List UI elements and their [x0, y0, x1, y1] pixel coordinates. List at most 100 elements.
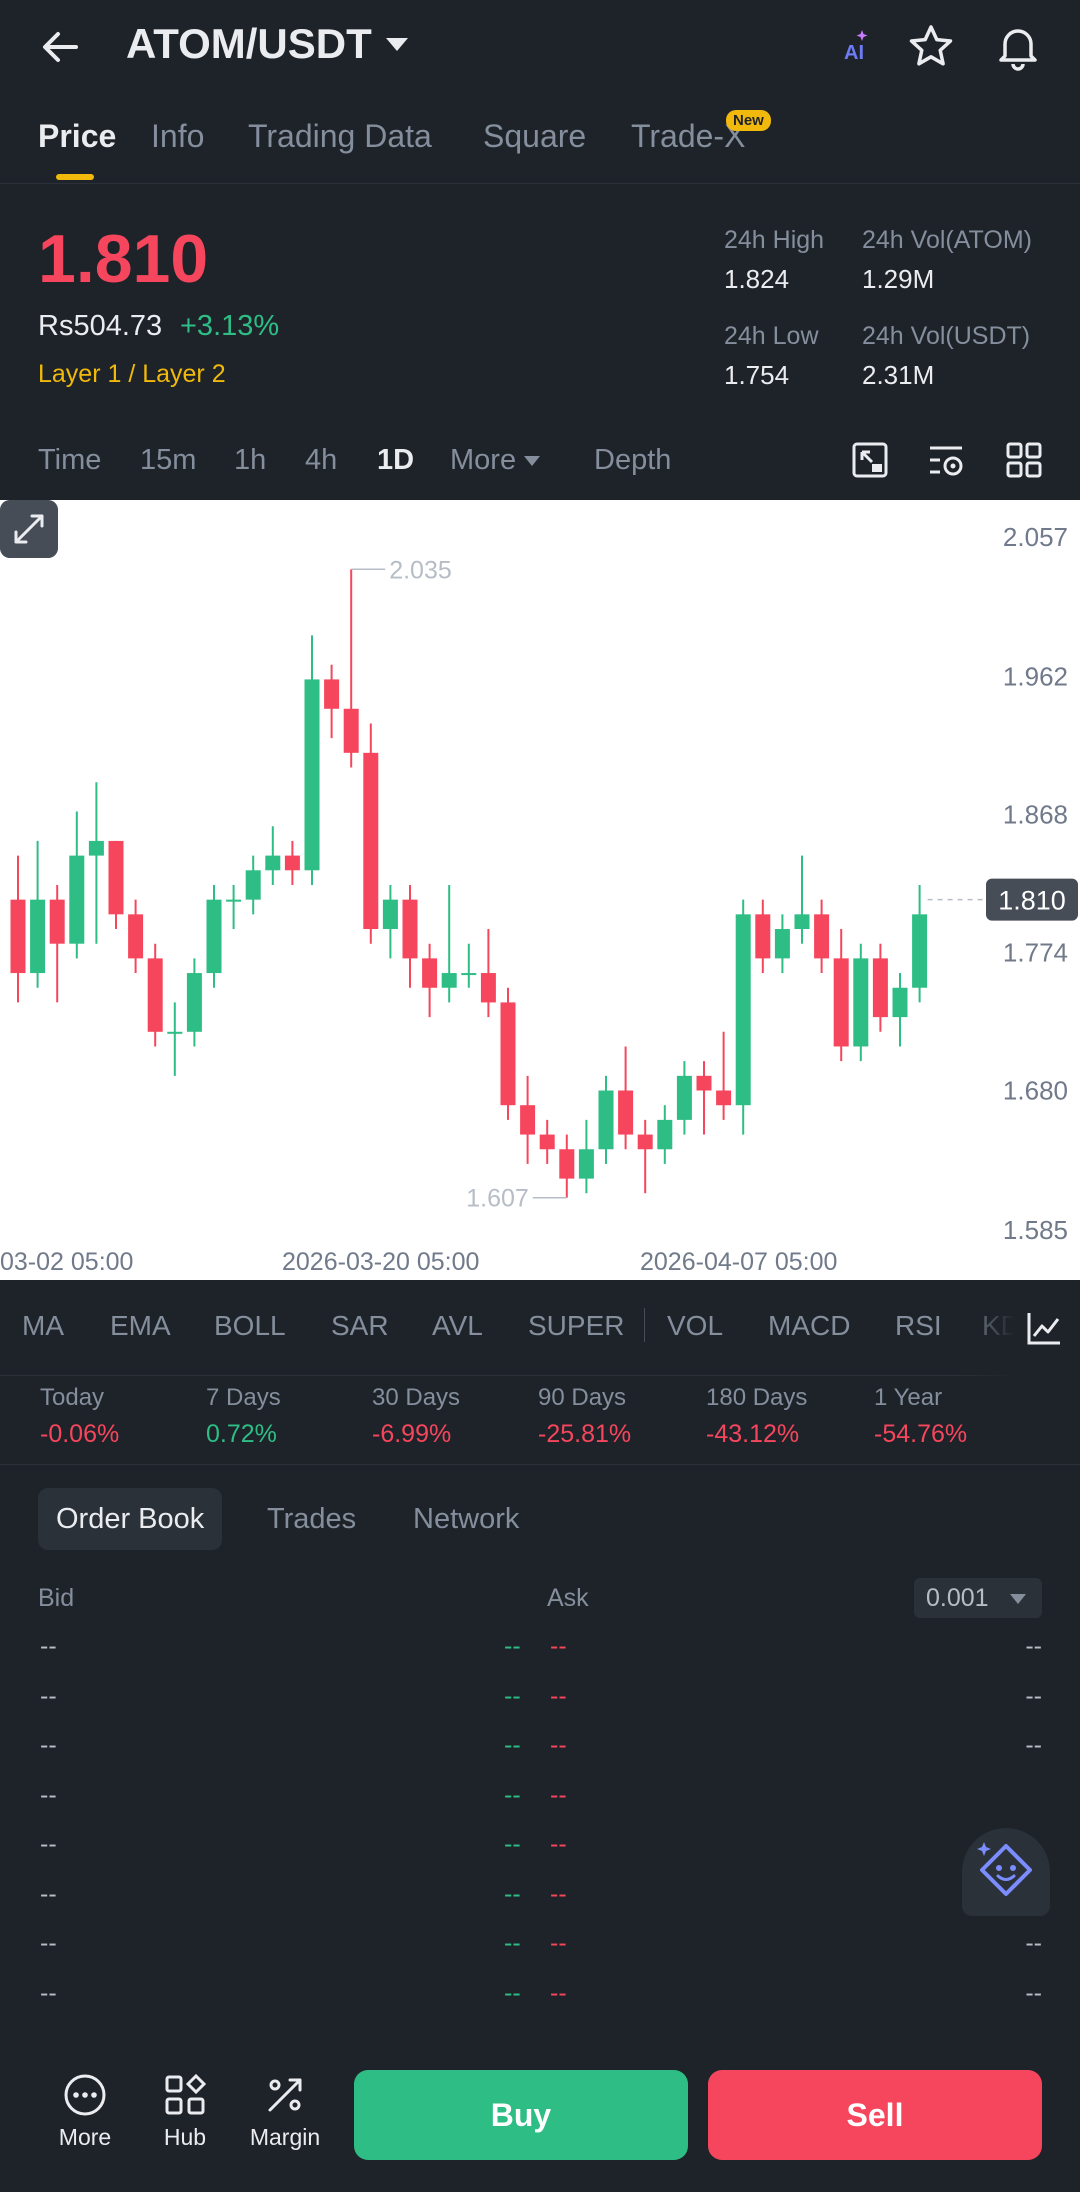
candle [49, 884, 65, 1003]
candle [167, 1002, 183, 1076]
indicator-sar[interactable]: SAR [331, 1310, 389, 1341]
ask-qty: -- [1025, 1681, 1042, 1710]
indicator-rsi[interactable]: RSI [895, 1310, 942, 1341]
interval-depth[interactable]: Depth [594, 444, 672, 476]
indicator-chart-icon[interactable] [1024, 1308, 1064, 1348]
ask-qty: -- [1025, 1632, 1042, 1660]
perf-value: -0.06% [40, 1420, 120, 1448]
nav-hub[interactable]: Hub [140, 2072, 230, 2151]
nav-margin-label: Margin [249, 2124, 321, 2150]
candle [69, 811, 85, 959]
bell-icon[interactable] [992, 20, 1044, 72]
nav-margin[interactable]: Margin [240, 2072, 330, 2151]
nav-more[interactable]: More [40, 2072, 130, 2151]
ask-price: -- [550, 1632, 567, 1660]
indicator-vol[interactable]: VOL [667, 1310, 724, 1341]
interval-more-label: More [450, 444, 517, 476]
tab-order-book[interactable]: Order Book [38, 1488, 223, 1550]
candle [363, 723, 379, 944]
tab-price[interactable]: Price [38, 118, 117, 154]
interval-more[interactable]: More [450, 444, 541, 477]
interval-1h[interactable]: 1h [234, 444, 267, 476]
interval-15m[interactable]: 15m [140, 444, 197, 476]
indicator-ma[interactable]: MA [22, 1310, 64, 1341]
stat-24h-low-value: 1.754 [724, 360, 790, 390]
order-book-row[interactable]: -- -- -- [0, 1773, 1080, 1822]
fullscreen-expand-icon[interactable] [0, 500, 58, 558]
ai-assistant-icon[interactable]: AI [838, 26, 878, 66]
precision-select[interactable]: 0.001 [914, 1578, 1042, 1618]
indicator-macd[interactable]: MACD [768, 1310, 851, 1341]
bid-price: -- [40, 1929, 57, 1957]
fiat-price: Rs504.73 [38, 310, 163, 342]
tab-network[interactable]: Network [413, 1503, 520, 1535]
interval-1d[interactable]: 1D [377, 444, 415, 476]
ask-qty: -- [1025, 1731, 1042, 1759]
chevron-down-icon [385, 37, 408, 51]
tab-trades[interactable]: Trades [267, 1503, 357, 1535]
candle [696, 1061, 712, 1135]
order-book-tabs: Order Book Trades Network [0, 1488, 1080, 1552]
sell-button[interactable]: Sell [708, 2070, 1042, 2160]
margin-percent-icon [268, 2078, 302, 2112]
bottom-action-bar: More Hub Margin Buy Sell [0, 2040, 1080, 2192]
candle [422, 943, 438, 1018]
indicator-super[interactable]: SUPER [528, 1310, 625, 1341]
candle [284, 840, 300, 885]
indicator-boll[interactable]: BOLL [214, 1310, 286, 1341]
candle [716, 1031, 732, 1120]
candles [10, 569, 928, 1198]
last-price: 1.810 [38, 221, 209, 297]
category-tag[interactable]: Layer 1 / Layer 2 [38, 360, 226, 388]
interval-4h[interactable]: 4h [305, 444, 338, 476]
back-arrow-icon[interactable] [36, 22, 86, 72]
candle [833, 929, 849, 1062]
candle [441, 884, 457, 1003]
pair-selector[interactable]: ATOM/USDT [126, 20, 408, 68]
indicator-settings-icon[interactable] [926, 440, 966, 480]
candle [245, 855, 261, 915]
tab-bar: Price Info Trading Data Square Trade-X N… [0, 110, 1080, 184]
candlestick-chart[interactable]: 2.057 1.962 1.868 1.774 1.680 1.585 03-02 05:… [0, 500, 1080, 1280]
perf-value: 0.72% [206, 1420, 277, 1448]
perf-label: 1 Year [874, 1384, 943, 1411]
candle [912, 884, 928, 1003]
perf-180-days: 180 Days -43.12% [706, 1384, 807, 1464]
candle [500, 987, 516, 1120]
indicator-avl[interactable]: AVL [432, 1310, 483, 1341]
nav-more-label: More [58, 2124, 112, 2150]
order-book-row[interactable]: -- -- -- -- [0, 1872, 1080, 1921]
bid-qty: -- [504, 1780, 521, 1809]
top-bar: ATOM/USDT AI [0, 0, 1080, 90]
candle [559, 1134, 575, 1198]
candle [324, 664, 340, 739]
order-book-row[interactable]: -- -- -- -- [0, 1624, 1080, 1673]
ask-price: -- [550, 1681, 567, 1710]
layout-grid-icon[interactable] [1004, 440, 1044, 480]
candle [206, 884, 222, 988]
interval-time[interactable]: Time [38, 444, 102, 476]
order-book-row[interactable]: -- -- -- -- [0, 1971, 1080, 2020]
candle [186, 958, 202, 1047]
chart-settings-icon[interactable] [850, 440, 890, 480]
assistant-bot-icon[interactable] [962, 1828, 1050, 1916]
tab-square[interactable]: Square [483, 118, 587, 154]
candle [794, 855, 810, 944]
perf-label: 30 Days [372, 1384, 461, 1411]
tab-info[interactable]: Info [151, 118, 205, 154]
tab-trading-data[interactable]: Trading Data [248, 118, 432, 154]
candle [618, 1046, 634, 1150]
order-book-row[interactable]: -- -- -- [0, 1822, 1080, 1871]
stat-24h-vol-atom-label: 24h Vol(ATOM) [862, 226, 1032, 254]
perf-label: Today [40, 1384, 105, 1411]
ask-price: -- [550, 1830, 567, 1858]
indicator-ema[interactable]: EMA [110, 1310, 171, 1341]
perf-value: -43.12% [706, 1420, 800, 1448]
favorite-star-icon[interactable] [906, 22, 956, 72]
buy-button[interactable]: Buy [354, 2070, 688, 2160]
order-book-row[interactable]: -- -- -- -- [0, 1723, 1080, 1772]
bid-price: -- [40, 1978, 57, 2007]
order-book-row[interactable]: -- -- -- -- [0, 1921, 1080, 1970]
stat-24h-vol-usdt-label: 24h Vol(USDT) [862, 322, 1031, 350]
order-book-row[interactable]: -- -- -- -- [0, 1674, 1080, 1723]
